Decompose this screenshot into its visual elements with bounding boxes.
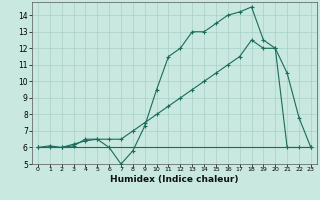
X-axis label: Humidex (Indice chaleur): Humidex (Indice chaleur): [110, 175, 239, 184]
